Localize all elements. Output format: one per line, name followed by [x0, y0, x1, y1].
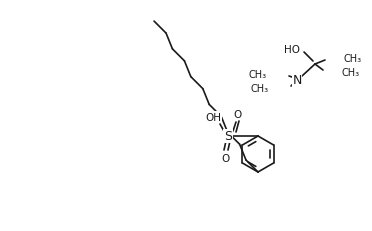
Text: CH₃: CH₃: [343, 54, 361, 64]
Text: OH: OH: [205, 112, 221, 122]
Text: O: O: [222, 153, 230, 163]
Text: O: O: [234, 109, 242, 119]
Text: CH₃: CH₃: [251, 84, 269, 94]
Text: S: S: [224, 130, 232, 143]
Text: CH₃: CH₃: [249, 70, 267, 80]
Text: N: N: [292, 74, 302, 87]
Text: HO: HO: [284, 45, 300, 55]
Text: CH₃: CH₃: [341, 68, 359, 78]
